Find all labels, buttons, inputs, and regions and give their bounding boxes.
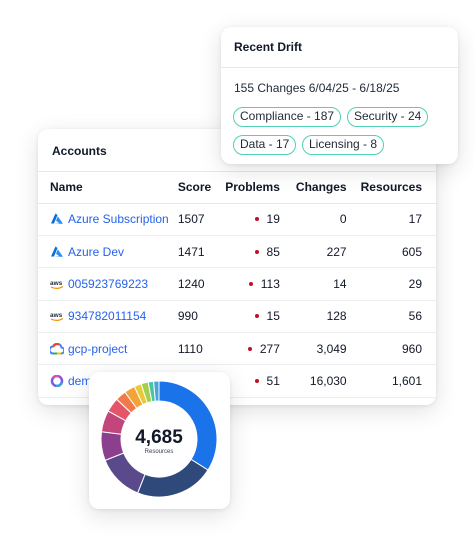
m365-icon [50, 374, 68, 388]
table-row[interactable]: gcp-project 1110 277 3,049 960 [38, 332, 436, 366]
problems-value: 51 [266, 374, 280, 389]
problems-value: 277 [259, 341, 280, 356]
tag-data[interactable]: Data - 17 [233, 135, 297, 155]
changes-cell: 128 [293, 300, 361, 334]
column-header-resources[interactable]: Resources [360, 171, 436, 204]
resources-cell: 17 [360, 203, 436, 236]
score-cell: 1240 [177, 267, 226, 301]
aws-icon: aws [50, 309, 68, 323]
aws-icon: aws [50, 277, 68, 291]
table-row[interactable]: aws 934782011154 990 15 128 56 [38, 300, 436, 334]
problem-dot-icon [254, 249, 259, 254]
account-link[interactable]: 934782011154 [68, 309, 147, 324]
account-name-cell[interactable]: gcp-project [38, 332, 178, 366]
problem-dot-icon [254, 379, 259, 384]
score-cell: 1507 [177, 203, 226, 236]
drift-summary: 155 Changes 6/04/25 - 6/18/25 [234, 81, 400, 95]
resources-cell: 56 [360, 300, 436, 334]
problems-value: 85 [266, 244, 280, 259]
problems-cell: 51 [225, 364, 294, 398]
problems-value: 113 [260, 276, 280, 291]
problems-cell: 113 [225, 267, 294, 301]
azure-icon [50, 212, 68, 226]
changes-cell: 14 [293, 267, 361, 301]
account-name-cell[interactable]: aws 005923769223 [38, 267, 178, 301]
accounts-title: Accounts [52, 144, 107, 158]
problem-dot-icon [247, 346, 252, 351]
problem-dot-icon [254, 314, 259, 319]
score-cell: 990 [177, 300, 226, 334]
donut-segment[interactable] [152, 380, 160, 402]
resources-donut-chart: 4,685 Resources [100, 380, 218, 498]
account-link[interactable]: Azure Dev [68, 244, 125, 259]
resources-donut-card: 4,685 Resources [89, 372, 230, 509]
problem-dot-icon [248, 281, 253, 286]
donut-segment[interactable] [158, 380, 218, 471]
changes-cell: 16,030 [293, 364, 361, 398]
resources-cell: 29 [360, 267, 436, 301]
donut-label: Resources [145, 449, 174, 455]
accounts-card: Accounts Name Score Problems Changes Res… [38, 129, 436, 405]
tag-licensing[interactable]: Licensing - 8 [302, 135, 385, 155]
column-header-changes[interactable]: Changes [293, 171, 361, 204]
resources-cell: 605 [360, 235, 436, 269]
gcp-icon [50, 342, 68, 356]
svg-text:aws: aws [50, 312, 63, 319]
changes-cell: 227 [293, 235, 361, 269]
tag-compliance[interactable]: Compliance - 187 [233, 107, 342, 127]
svg-text:aws: aws [50, 280, 63, 287]
recent-drift-card: Recent Drift 155 Changes 6/04/25 - 6/18/… [221, 27, 458, 164]
problems-cell: 15 [225, 300, 294, 334]
recent-drift-divider [221, 67, 458, 68]
problems-cell: 85 [225, 235, 294, 269]
tag-security[interactable]: Security - 24 [347, 107, 429, 127]
azure-icon [50, 245, 68, 259]
column-header-name[interactable]: Name [38, 171, 178, 204]
problems-cell: 277 [225, 332, 294, 366]
problems-value: 15 [266, 309, 280, 324]
table-row[interactable]: Azure Subscription 1507 19 0 17 [38, 203, 436, 236]
score-cell: 1110 [177, 332, 226, 366]
changes-cell: 0 [293, 203, 361, 236]
accounts-table: Name Score Problems Changes Resources Az… [38, 171, 436, 398]
table-row[interactable]: aws 005923769223 1240 113 14 29 [38, 267, 436, 301]
table-header-row: Name Score Problems Changes Resources [38, 171, 436, 204]
account-link[interactable]: 005923769223 [68, 276, 149, 291]
account-link[interactable]: Azure Subscription [68, 212, 169, 227]
resources-cell: 1,601 [360, 364, 436, 398]
resources-cell: 960 [360, 332, 436, 366]
donut-segment[interactable] [104, 452, 146, 494]
problems-value: 19 [266, 212, 280, 227]
problem-dot-icon [254, 217, 259, 222]
table-row[interactable]: Azure Dev 1471 85 227 605 [38, 235, 436, 269]
donut-total: 4,685 [135, 427, 183, 448]
column-header-score[interactable]: Score [177, 171, 226, 204]
account-name-cell[interactable]: Azure Dev [38, 235, 178, 269]
account-link[interactable]: dem [68, 374, 92, 389]
score-cell: 1471 [177, 235, 226, 269]
column-header-problems[interactable]: Problems [225, 171, 294, 204]
account-name-cell[interactable]: Azure Subscription [38, 203, 178, 236]
changes-cell: 3,049 [293, 332, 361, 366]
recent-drift-title: Recent Drift [234, 40, 303, 54]
account-link[interactable]: gcp-project [68, 341, 128, 356]
account-name-cell[interactable]: aws 934782011154 [38, 300, 178, 334]
problems-cell: 19 [225, 203, 294, 236]
donut-segment[interactable] [136, 458, 209, 498]
